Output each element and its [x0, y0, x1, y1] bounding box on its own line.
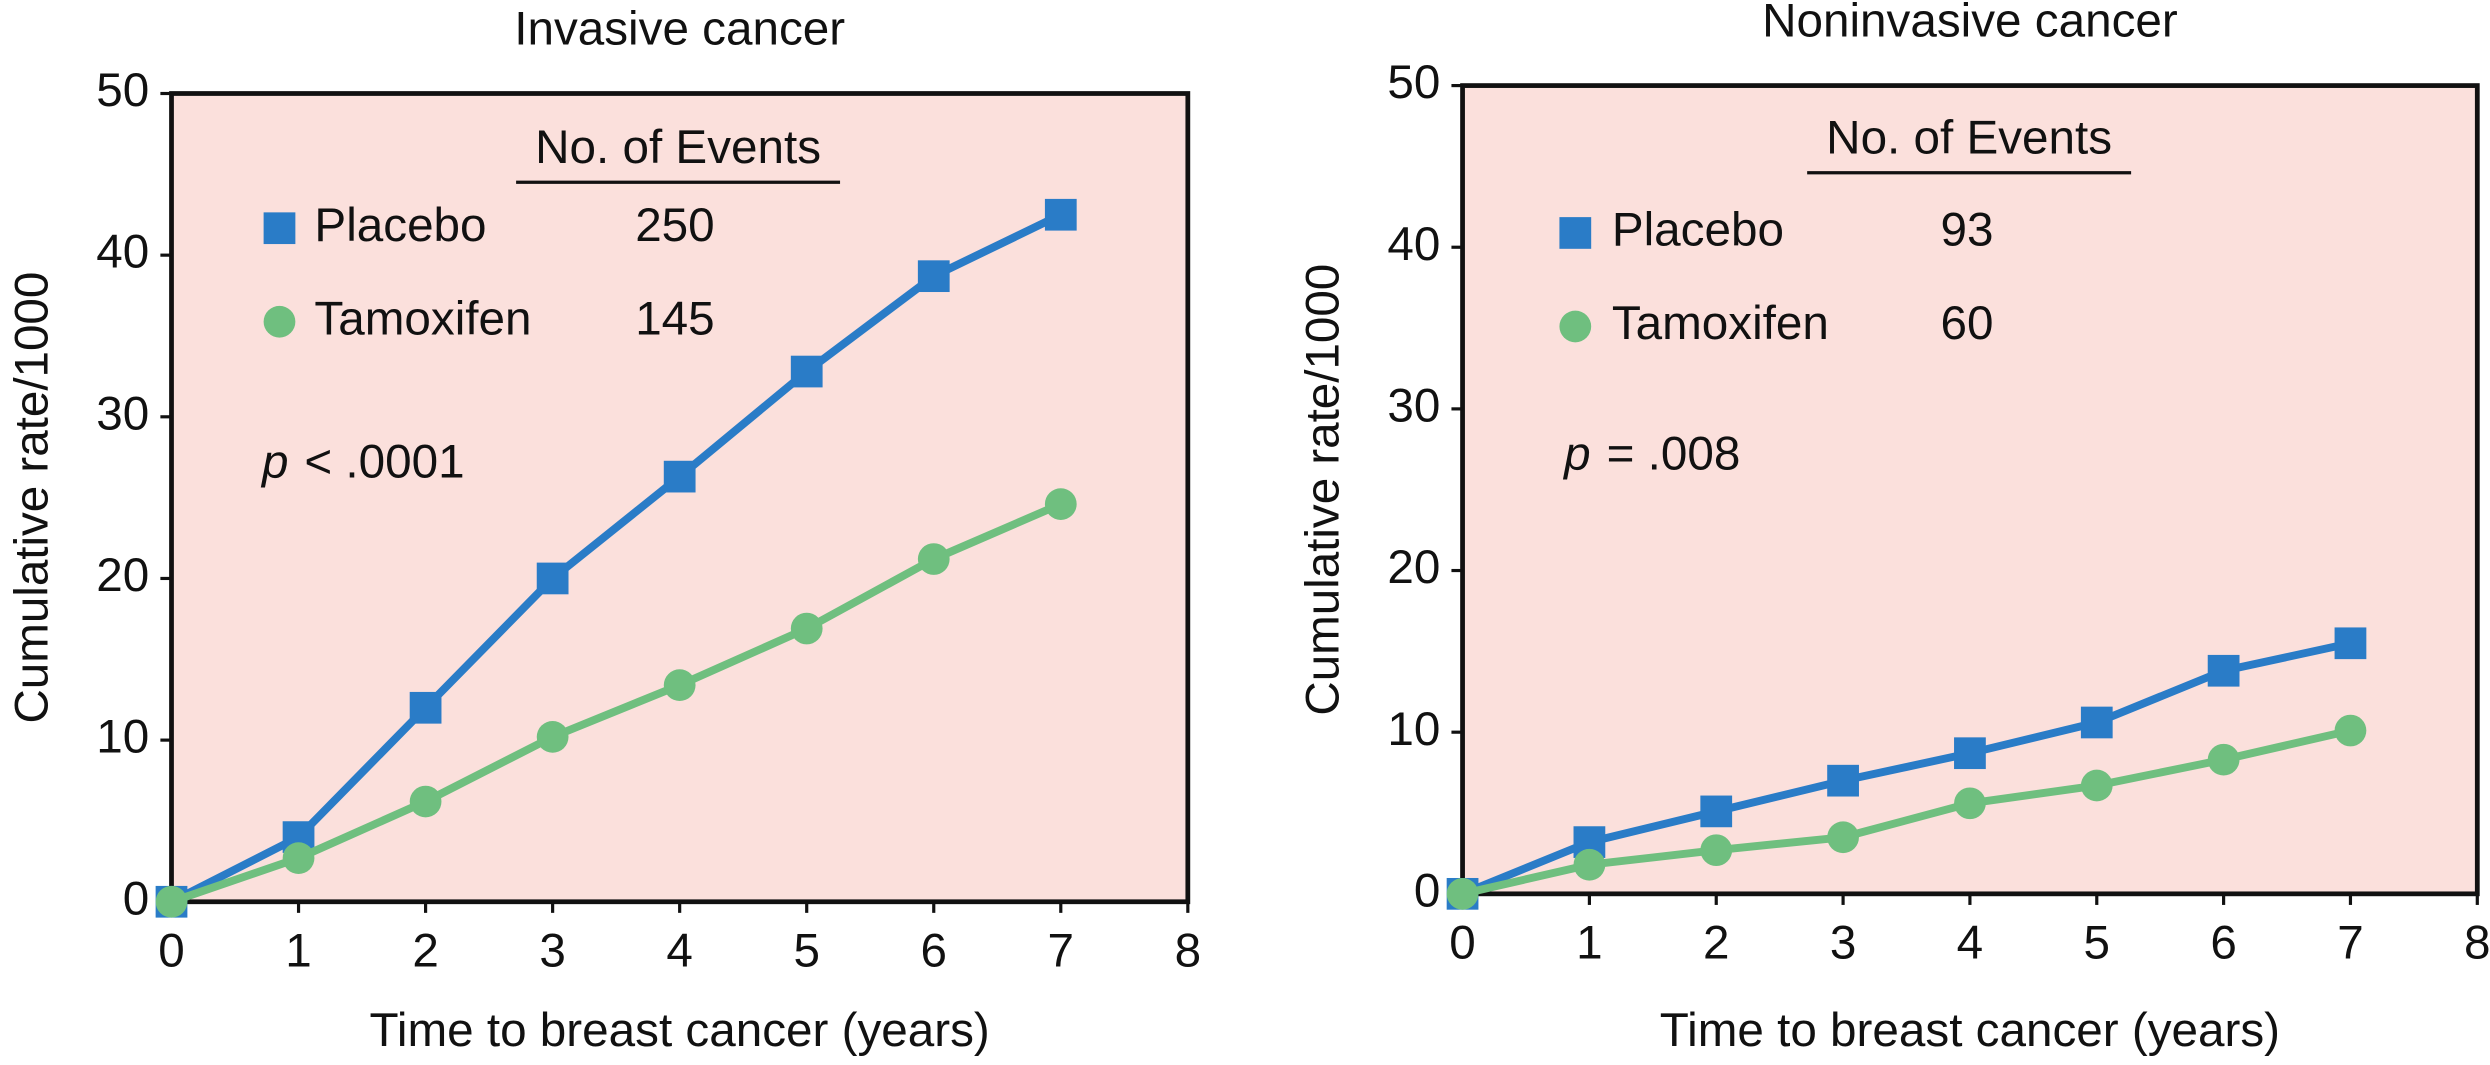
x-tick-label: 2 [1703, 917, 1729, 970]
legend-title: No. of Events [1826, 112, 2112, 165]
x-tick-label: 1 [285, 925, 311, 978]
x-tick-label: 3 [539, 925, 565, 978]
x-tick-label: 4 [1957, 917, 1983, 970]
y-tick-label: 20 [96, 549, 149, 602]
series-line [170, 500, 1063, 906]
data-point [2207, 743, 2240, 776]
series-line [169, 211, 1063, 906]
x-tick-label: 7 [2337, 917, 2363, 970]
x-tick-label: 8 [1175, 925, 1201, 978]
data-point [790, 612, 823, 645]
x-tick-label: 1 [1576, 917, 1602, 970]
plot-background [169, 91, 1191, 905]
x-tick-label: 0 [158, 925, 184, 978]
data-point [663, 460, 696, 493]
series-line [1461, 639, 2352, 898]
series-line [1461, 726, 2352, 898]
p-value-text: < .0001 [304, 435, 464, 488]
x-tick-label: 2 [412, 925, 438, 978]
y-axis-label: Cumulative rate/1000 [5, 272, 58, 724]
legend-marker [1559, 217, 1592, 249]
data-point [2207, 654, 2240, 687]
chart-panel: Invasive cancer Time to breast cancer (ye… [5, 2, 1201, 1057]
y-tick-label: 10 [96, 711, 149, 764]
legend-label: Placebo [1612, 204, 1784, 257]
p-value: p = .008 [1562, 427, 1740, 480]
data-point [2334, 627, 2367, 660]
x-tick-label: 5 [793, 925, 819, 978]
data-point [917, 543, 950, 575]
y-tick-label: 30 [1387, 379, 1440, 432]
x-tick-label: 5 [2084, 917, 2110, 970]
data-point [1044, 488, 1077, 520]
chart-title: Invasive cancer [514, 2, 845, 55]
data-point [1954, 737, 1986, 770]
data-point [155, 885, 188, 918]
data-point [1827, 764, 1859, 797]
y-tick-label: 30 [96, 387, 149, 440]
data-point [1827, 821, 1859, 854]
x-tick-label: 6 [2210, 917, 2236, 970]
data-point [1446, 877, 1479, 910]
y-tick-label: 0 [123, 872, 149, 925]
y-axis-label: Cumulative rate/1000 [1297, 264, 1350, 716]
y-tick-label: 40 [96, 226, 149, 279]
data-point [2080, 706, 2113, 739]
p-symbol: p [1562, 427, 1590, 480]
p-value-text: = .008 [1607, 427, 1741, 480]
y-tick-label: 50 [1387, 56, 1440, 109]
data-point [409, 785, 442, 818]
legend-label: Placebo [314, 199, 486, 252]
legend-label: Tamoxifen [1612, 297, 1829, 350]
data-point [790, 355, 823, 388]
legend-marker [263, 212, 296, 245]
legend-label: Tamoxifen [314, 292, 531, 345]
x-tick-label: 4 [666, 925, 692, 978]
x-axis-label: Time to breast cancer (years) [370, 1004, 990, 1057]
data-point [663, 669, 696, 701]
p-value: p < .0001 [260, 435, 465, 488]
data-point [1954, 787, 1986, 820]
event-count: 93 [1941, 204, 1994, 257]
data-point [1044, 198, 1077, 231]
data-point [1700, 834, 1733, 867]
y-tick-label: 0 [1414, 864, 1440, 917]
data-point [1700, 795, 1733, 828]
data-point [917, 260, 950, 293]
x-tick-label: 3 [1830, 917, 1856, 970]
data-point [1573, 848, 1606, 881]
data-point [536, 562, 569, 595]
y-tick-label: 10 [1387, 703, 1440, 756]
legend-marker [1559, 310, 1592, 343]
x-tick-label: 8 [2464, 917, 2490, 970]
y-tick-label: 40 [1387, 218, 1440, 271]
data-point [2080, 769, 2113, 802]
data-point [536, 721, 569, 753]
chart-panel: Noninvasive cancer Time to breast cancer … [1297, 0, 2490, 1057]
y-tick-label: 50 [96, 64, 149, 117]
legend-marker [263, 305, 296, 338]
data-point [2334, 714, 2367, 747]
event-count: 145 [635, 292, 714, 345]
event-count: 60 [1941, 297, 1994, 350]
data-point [282, 842, 315, 874]
x-axis-label: Time to breast cancer (years) [1660, 1004, 2280, 1057]
event-count: 250 [635, 199, 714, 252]
p-symbol: p [260, 435, 288, 488]
data-point [409, 691, 442, 724]
x-tick-label: 6 [921, 925, 947, 978]
x-tick-label: 7 [1048, 925, 1074, 978]
x-tick-label: 0 [1449, 917, 1475, 970]
chart-title: Noninvasive cancer [1762, 0, 2178, 47]
y-tick-label: 20 [1387, 541, 1440, 594]
legend-title: No. of Events [535, 121, 821, 174]
